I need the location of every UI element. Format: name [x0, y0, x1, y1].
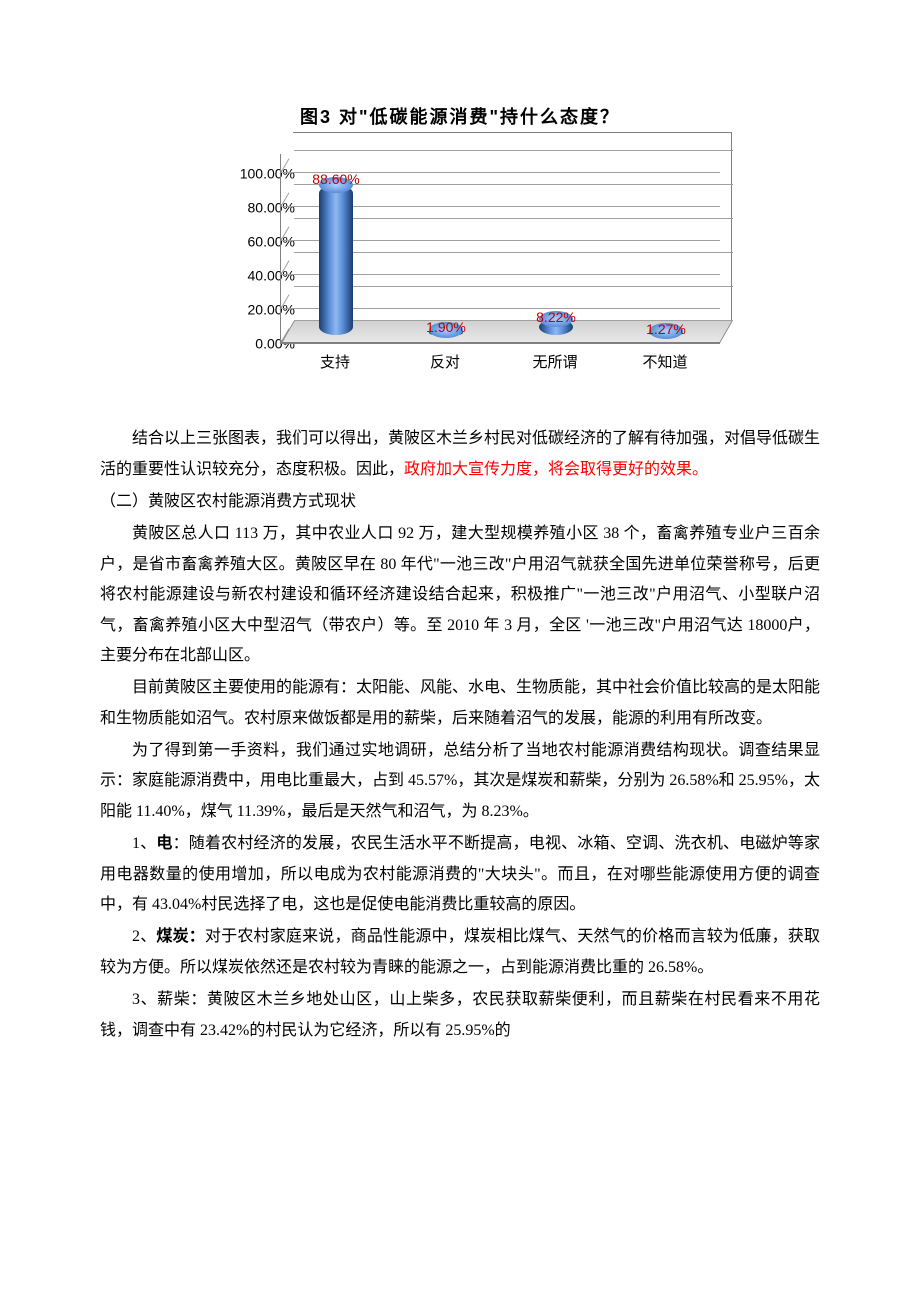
list-item-1: 1、电：随着农村经济的发展，农民生活水平不断提高，电视、冰箱、空调、洗衣机、电磁…: [100, 829, 820, 920]
chart-plot-area: 88.60% 1.90% 8.22% 1.27%: [280, 154, 720, 344]
bar-support: [319, 185, 353, 335]
chart-back-wall: [293, 132, 732, 321]
x-tick-label: 支持: [320, 349, 350, 378]
item-text: ：随着农村经济的发展，农民生活水平不断提高，电视、冰箱、空调、洗衣机、电磁炉等家…: [100, 835, 820, 913]
item-prefix: 1、: [132, 835, 156, 852]
bar-value-label: 8.22%: [536, 304, 576, 331]
paragraph-3: 目前黄陂区主要使用的能源有：太阳能、风能、水电、生物质能，其中社会价值比较高的是…: [100, 673, 820, 734]
x-tick-label: 反对: [430, 349, 460, 378]
bar-value-label: 88.60%: [312, 166, 359, 193]
section-heading: （二）黄陂区农村能源消费方式现状: [100, 487, 820, 517]
x-tick-label: 不知道: [642, 349, 687, 378]
bar-value-label: 1.27%: [646, 316, 686, 343]
item-text: 对于农村家庭来说，商品性能源中，煤炭相比煤气、天然气的价格而言较为低廉，获取较为…: [100, 928, 820, 975]
chart-title: 图3 对"低碳能源消费"持什么态度？: [100, 100, 820, 134]
highlighted-text: 政府加大宣传力度，将会取得更好的效果。: [404, 461, 708, 478]
paragraph-1: 结合以上三张图表，我们可以得出，黄陂区木兰乡村民对低碳经济的了解有待加强，对倡导…: [100, 424, 820, 485]
item-keyword: 煤炭：: [156, 928, 205, 945]
paragraph-2: 黄陂区总人口 113 万，其中农业人口 92 万，建大型规模养殖小区 38 个，…: [100, 519, 820, 671]
bar-chart: 0.00% 20.00% 40.00% 60.00% 80.00% 100.00…: [180, 154, 740, 374]
x-tick-label: 无所谓: [532, 349, 577, 378]
item-keyword: 电: [156, 835, 172, 852]
item-prefix: 2、: [132, 928, 156, 945]
paragraph-4: 为了得到第一手资料，我们通过实地调研，总结分析了当地农村能源消费结构现状。调查结…: [100, 736, 820, 827]
list-item-2: 2、煤炭：对于农村家庭来说，商品性能源中，煤炭相比煤气、天然气的价格而言较为低廉…: [100, 922, 820, 983]
list-item-3: 3、薪柴：黄陂区木兰乡地处山区，山上柴多，农民获取薪柴便利，而且薪柴在村民看来不…: [100, 985, 820, 1046]
bar-value-label: 1.90%: [426, 314, 466, 341]
